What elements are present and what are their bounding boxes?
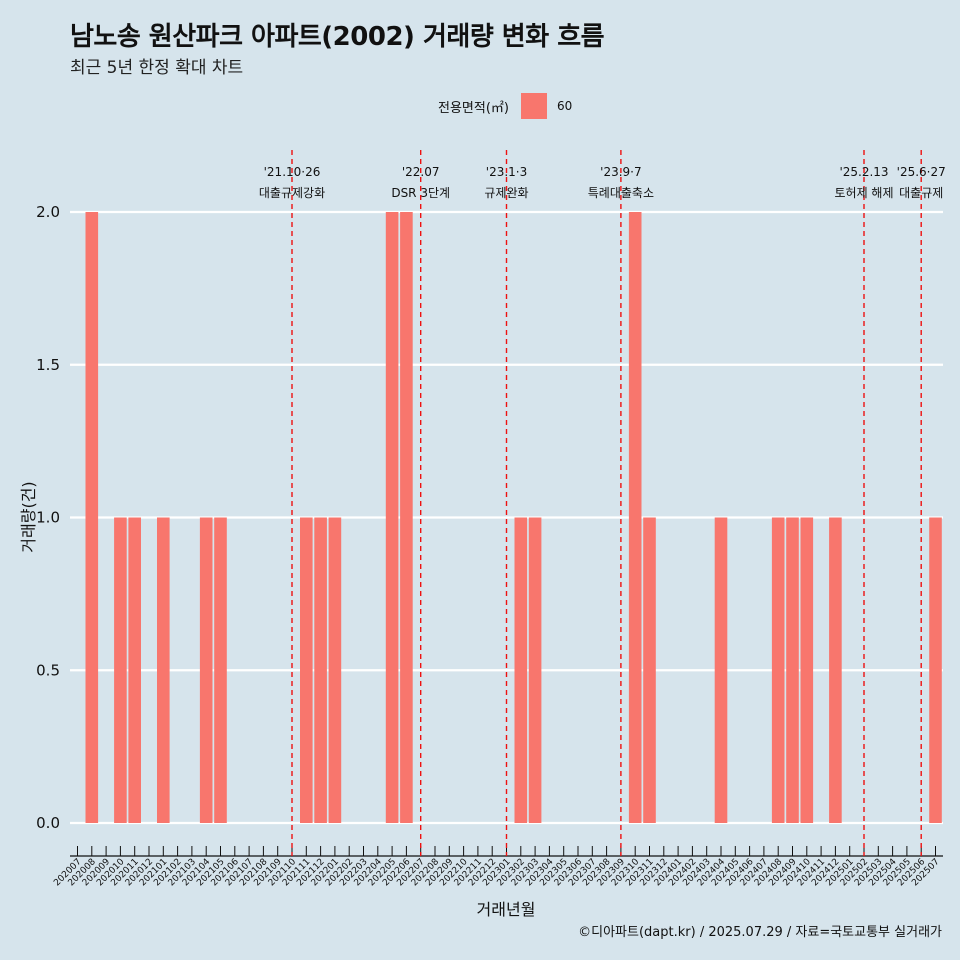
event-label-text: 토허제 해제	[834, 186, 893, 200]
source-caption: ©디아파트(dapt.kr) / 2025.07.29 / 자료=국토교통부 실…	[578, 925, 942, 940]
bar	[157, 517, 170, 823]
event-label-date: '23.1·3	[486, 165, 527, 179]
y-tick-label: 1.0	[36, 509, 60, 527]
event-label-date: '23.9·7	[600, 165, 641, 179]
y-tick-label: 1.5	[36, 356, 60, 374]
x-axis-title: 거래년월	[477, 900, 536, 919]
bar	[528, 517, 542, 823]
chart-title: 남노송 원산파크 아파트(2002) 거래량 변화 흐름	[70, 22, 605, 52]
y-axis-title: 거래량(건)	[19, 481, 38, 552]
bar	[199, 517, 213, 823]
bar	[829, 517, 842, 823]
bar	[929, 517, 942, 823]
bar	[385, 212, 399, 823]
legend-title: 전용면적(㎡)	[438, 100, 509, 116]
event-label-text: 대출규제	[899, 186, 943, 200]
event-label-text: 규제완화	[484, 186, 528, 200]
bar	[800, 517, 814, 823]
bar	[114, 517, 127, 823]
bar	[714, 517, 728, 823]
event-label-text: 특례대출축소	[588, 186, 654, 200]
event-label-text: DSR 3단계	[391, 186, 450, 200]
y-tick-label: 2.0	[36, 203, 60, 221]
y-tick-label: 0.0	[36, 814, 60, 832]
event-label-date: '21.10·26	[264, 165, 321, 179]
bar	[328, 517, 342, 823]
bar	[628, 212, 642, 823]
legend-swatch	[520, 93, 547, 119]
bar	[214, 517, 227, 823]
bar	[771, 517, 785, 823]
event-label-date: '22.07	[402, 165, 440, 179]
event-label-date: '25.6·27	[897, 165, 946, 179]
event-label-date: '25.2.13	[839, 165, 888, 179]
legend-label: 60	[556, 99, 573, 113]
y-tick-label: 0.5	[36, 661, 60, 679]
bar	[643, 517, 656, 823]
bar	[128, 517, 141, 823]
event-label-text: 대출규제강화	[259, 186, 325, 200]
bar	[514, 517, 528, 823]
bar	[85, 212, 99, 823]
bar	[314, 517, 327, 823]
bar	[300, 517, 313, 823]
chart-subtitle: 최근 5년 한정 확대 차트	[70, 58, 244, 78]
bar	[400, 212, 413, 823]
legend: 전용면적(㎡) 60	[438, 93, 572, 119]
bar	[786, 517, 799, 823]
